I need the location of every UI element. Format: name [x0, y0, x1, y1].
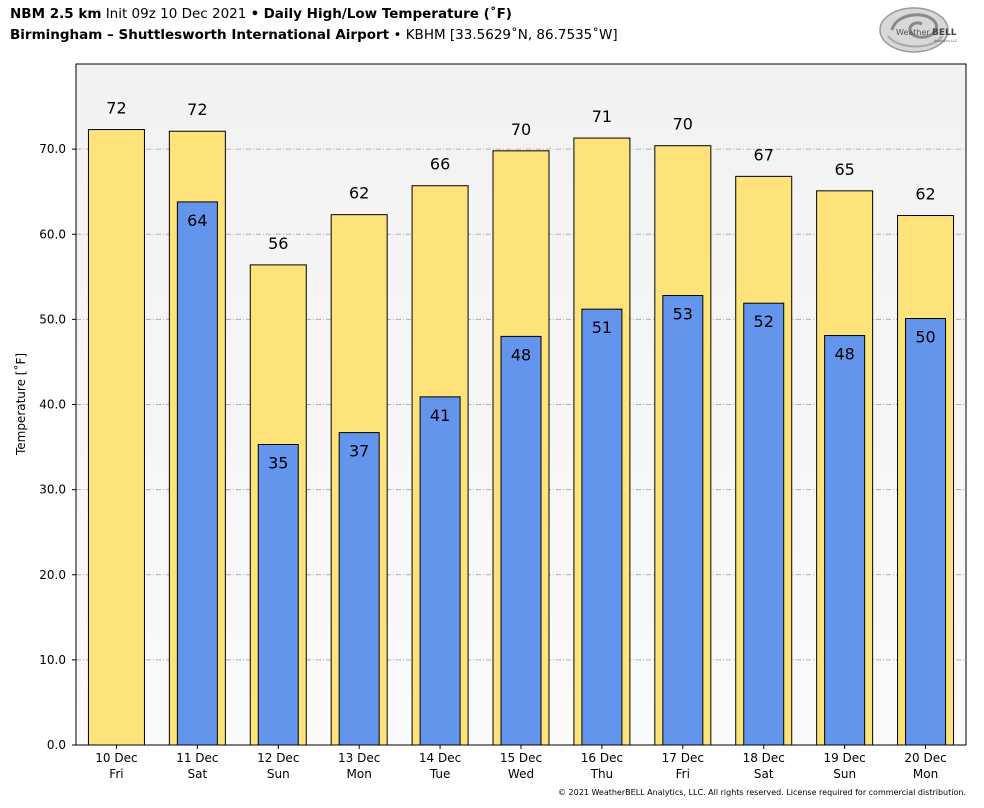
y-tick-label: 10.0 [39, 653, 66, 667]
low-temp-label: 48 [511, 345, 531, 364]
separator: • [393, 27, 402, 43]
init-time: Init 09z 10 Dec 2021 [105, 6, 247, 22]
low-temp-label: 35 [268, 454, 288, 473]
y-axis-label: Temperature [˚F] [13, 353, 28, 456]
x-tick-label-day: Tue [429, 767, 451, 781]
x-tick-label-date: 16 Dec [581, 751, 623, 765]
y-tick-label: 0.0 [47, 738, 66, 752]
x-tick-label-day: Wed [508, 767, 534, 781]
x-tick-label-date: 15 Dec [500, 751, 542, 765]
y-tick-label: 30.0 [39, 483, 66, 497]
x-tick-label-date: 20 Dec [904, 751, 946, 765]
high-temp-label: 72 [106, 99, 126, 118]
low-temp-bar [419, 396, 461, 746]
y-tick-label: 60.0 [39, 227, 66, 241]
low-temp-label: 37 [349, 442, 369, 461]
model-name: NBM 2.5 km [10, 6, 102, 22]
x-tick-label-day: Fri [109, 767, 123, 781]
low-temp-label: 64 [187, 211, 207, 230]
high-temp-bar [87, 129, 145, 746]
chart-header-line-2: Birmingham – Shuttlesworth International… [10, 27, 618, 43]
x-tick-label-date: 19 Dec [823, 751, 865, 765]
x-tick-label-day: Sun [267, 767, 290, 781]
logo-text-weather: Weather [896, 28, 930, 37]
logo-text-sub: Analytics LLC [934, 39, 958, 43]
chart-header-line-1: NBM 2.5 km Init 09z 10 Dec 2021 • Daily … [10, 6, 512, 22]
x-tick-label-date: 12 Dec [257, 751, 299, 765]
high-temp-label: 72 [187, 100, 207, 119]
y-tick-label: 40.0 [39, 398, 66, 412]
high-temp-label: 70 [673, 115, 693, 134]
station-info: KBHM [33.5629˚N, 86.7535˚W] [405, 27, 618, 43]
low-temp-label: 53 [673, 305, 693, 324]
low-temp-label: 51 [592, 318, 612, 337]
low-temp-label: 41 [430, 406, 450, 425]
y-tick-label: 70.0 [39, 142, 66, 156]
low-temp-label: 52 [754, 312, 774, 331]
high-temp-label: 67 [754, 145, 774, 164]
low-temp-bar [824, 335, 866, 746]
x-axis: 10 Dec Fri 11 Dec Sat 12 Dec Sun 13 Dec Mon 14 D… [95, 745, 947, 781]
y-axis: 0.0 10.0 20.0 30.0 40.0 50.0 60.0 70.0 [39, 142, 76, 752]
product-title: Daily High/Low Temperature (˚F) [263, 6, 512, 22]
x-tick-label-date: 18 Dec [743, 751, 785, 765]
low-temp-bar [176, 201, 218, 746]
low-temp-bar [662, 295, 704, 746]
x-tick-label-day: Sun [833, 767, 856, 781]
x-tick-label-day: Thu [590, 767, 614, 781]
low-temp-bar [500, 335, 542, 746]
x-tick-label-date: 13 Dec [338, 751, 380, 765]
low-temp-bar [581, 308, 623, 746]
low-temp-label: 50 [915, 328, 935, 347]
copyright-notice: © 2021 WeatherBELL Analytics, LLC. All r… [558, 788, 966, 797]
y-tick-label: 50.0 [39, 312, 66, 326]
x-tick-label-day: Sat [188, 767, 208, 781]
high-temp-label: 62 [349, 184, 369, 203]
high-temp-label: 66 [430, 155, 450, 174]
x-tick-label-date: 14 Dec [419, 751, 461, 765]
x-tick-label-date: 17 Dec [662, 751, 704, 765]
logo-text-bell: BELL [932, 28, 957, 38]
low-temp-bar [743, 302, 785, 746]
low-temp-bar [257, 444, 299, 746]
x-tick-label-day: Mon [347, 767, 372, 781]
high-temp-label: 70 [511, 120, 531, 139]
weatherbell-logo: Weather BELL Analytics LLC [879, 7, 958, 53]
x-tick-label-day: Fri [676, 767, 690, 781]
low-temp-bar [905, 318, 947, 746]
y-tick-label: 20.0 [39, 568, 66, 582]
value-labels: 72 72 64 56 35 62 37 66 41 70 48 71 51 70 53 67 52 65 48 62… [106, 99, 935, 473]
high-temp-label: 56 [268, 234, 288, 253]
location-name: Birmingham – Shuttlesworth International… [10, 27, 390, 43]
x-tick-label-day: Mon [913, 767, 938, 781]
x-tick-label-date: 11 Dec [176, 751, 218, 765]
bars [87, 129, 955, 746]
low-temp-bar [338, 432, 380, 746]
x-tick-label-date: 10 Dec [95, 751, 137, 765]
separator: • [250, 6, 260, 22]
high-temp-label: 71 [592, 107, 612, 126]
low-temp-label: 48 [834, 345, 854, 364]
high-temp-label: 62 [915, 185, 935, 204]
x-tick-label-day: Sat [754, 767, 774, 781]
high-temp-label: 65 [834, 160, 854, 179]
